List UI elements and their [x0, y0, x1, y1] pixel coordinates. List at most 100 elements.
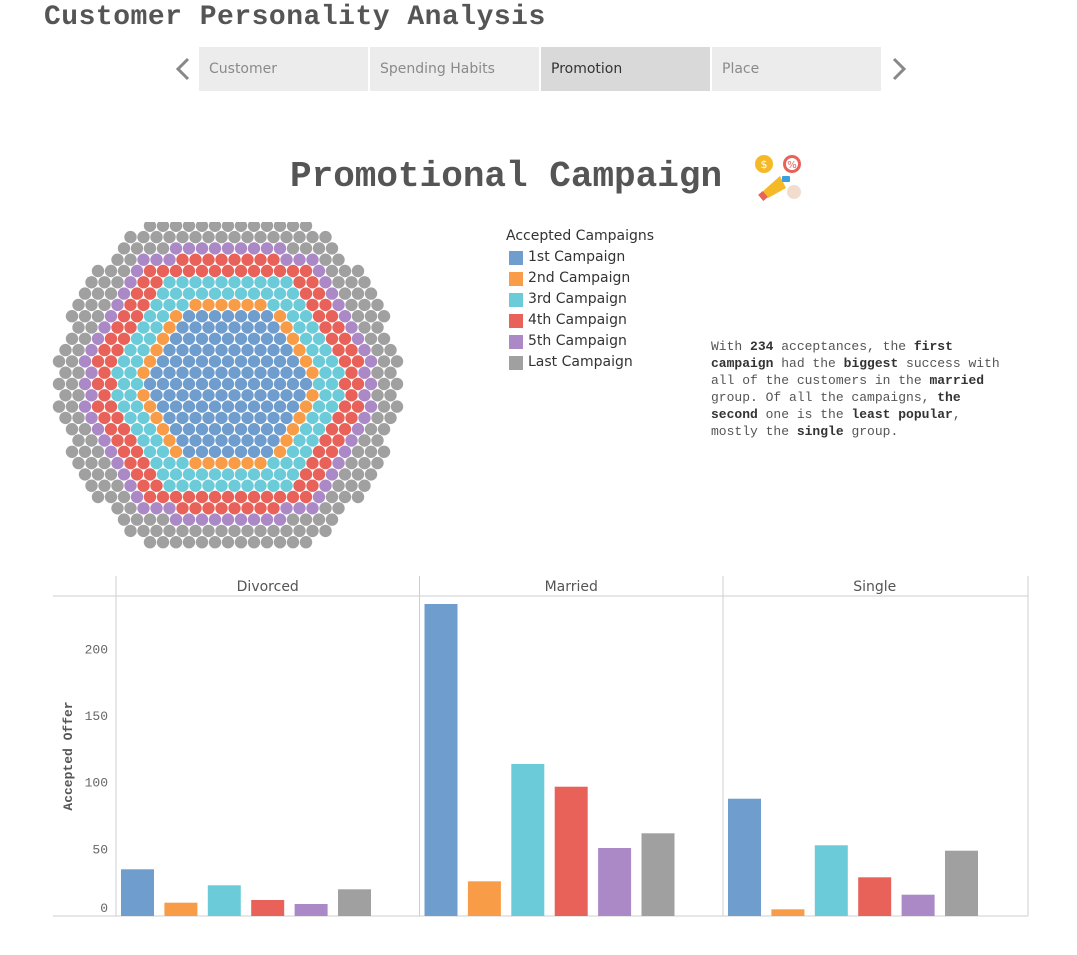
waffle-dot	[306, 434, 319, 447]
waffle-dot	[234, 222, 248, 232]
waffle-dot	[137, 502, 150, 515]
bar-married-3[interactable]	[511, 764, 545, 916]
insight-fragment: group.	[843, 424, 899, 439]
bar-married-4[interactable]	[554, 786, 588, 916]
bar-divorced-4[interactable]	[251, 900, 285, 916]
waffle-dot	[78, 445, 92, 458]
waffle-dot	[267, 343, 280, 357]
bar-divorced-5[interactable]	[294, 904, 328, 916]
legend-item-1st-campaign[interactable]: 1st Campaign	[506, 248, 654, 269]
bar-married-2[interactable]	[467, 881, 501, 916]
waffle-dot	[338, 355, 352, 368]
waffle-dot	[150, 524, 163, 538]
bar-single-5[interactable]	[901, 894, 935, 916]
waffle-dot	[221, 400, 235, 413]
waffle-dot	[182, 377, 196, 391]
waffle-dot	[299, 355, 313, 368]
waffle-dot	[208, 355, 222, 368]
waffle-dot	[247, 423, 261, 436]
waffle-dot	[124, 411, 137, 425]
legend-item-3rd-campaign[interactable]: 3rd Campaign	[506, 290, 654, 311]
waffle-dot	[332, 456, 345, 470]
waffle-dot	[137, 411, 150, 425]
waffle-dot	[202, 366, 215, 379]
waffle-dot	[247, 355, 261, 368]
legend-label: 3rd Campaign	[528, 291, 627, 307]
waffle-dot	[260, 287, 274, 300]
waffle-dot	[221, 468, 235, 481]
waffle-dot	[150, 253, 163, 266]
waffle-dot	[156, 242, 170, 255]
waffle-dot	[286, 332, 300, 345]
waffle-dot	[208, 468, 222, 481]
waffle-dot	[124, 456, 137, 470]
waffle-dot	[72, 343, 85, 357]
tab-customer[interactable]: Customer	[199, 47, 368, 91]
bar-single-6[interactable]	[945, 850, 978, 916]
bar-divorced-6[interactable]	[338, 889, 371, 916]
legend-item-last-campaign[interactable]: Last Campaign	[506, 353, 654, 374]
next-arrow-button[interactable]	[884, 47, 912, 91]
bar-married-5[interactable]	[598, 848, 632, 916]
bar-single-3[interactable]	[814, 845, 848, 916]
waffle-dot	[202, 479, 215, 492]
megaphone-promo-icon: $ %	[755, 155, 801, 201]
waffle-dot	[377, 445, 391, 458]
legend-label: 2nd Campaign	[528, 270, 631, 286]
waffle-dot	[293, 298, 306, 312]
waffle-dot	[85, 298, 98, 312]
waffle-dot	[364, 287, 378, 300]
waffle-dot	[267, 524, 280, 538]
waffle-dot	[228, 276, 241, 289]
bar-divorced-1[interactable]	[121, 869, 154, 916]
bar-married-6[interactable]	[641, 833, 675, 916]
waffle-dot	[156, 400, 170, 413]
waffle-dot	[143, 242, 157, 255]
insight-fragment: With	[711, 339, 751, 354]
waffle-dot	[85, 456, 98, 470]
waffle-dot	[247, 513, 261, 526]
waffle-dot	[130, 310, 144, 323]
waffle-dot	[111, 253, 124, 266]
waffle-dot	[202, 456, 215, 470]
waffle-dot	[371, 321, 384, 334]
accepted-offer-bar-chart: 0 50 100 150 200 Accepted Offer Divorced Marrie…	[53, 576, 1029, 917]
waffle-dot	[384, 389, 397, 402]
waffle-dot	[85, 366, 98, 379]
waffle-dot	[195, 468, 209, 481]
waffle-dot	[299, 400, 313, 413]
tab-place[interactable]: Place	[712, 47, 881, 91]
bar-single-4[interactable]	[858, 877, 892, 916]
tab-promotion[interactable]: Promotion	[541, 47, 710, 91]
waffle-dot	[325, 445, 339, 458]
waffle-dot	[273, 468, 287, 481]
waffle-dot	[163, 298, 176, 312]
waffle-dot	[267, 321, 280, 334]
waffle-dot	[182, 513, 196, 526]
waffle-dot	[182, 242, 196, 255]
waffle-dot	[117, 490, 131, 504]
waffle-dot	[234, 400, 248, 413]
bar-single-1[interactable]	[728, 798, 761, 916]
waffle-dot	[104, 332, 118, 345]
legend-item-4th-campaign[interactable]: 4th Campaign	[506, 311, 654, 332]
waffle-dot	[306, 502, 319, 515]
bar-married-1[interactable]	[424, 604, 458, 916]
waffle-dot	[280, 343, 293, 357]
legend-item-2nd-campaign[interactable]: 2nd Campaign	[506, 269, 654, 290]
insight-fragment: , mostly the	[711, 407, 961, 439]
waffle-dot	[306, 479, 319, 492]
waffle-dot	[189, 321, 202, 334]
prev-arrow-button[interactable]	[170, 47, 198, 91]
waffle-dot	[189, 434, 202, 447]
bar-divorced-2[interactable]	[164, 902, 198, 916]
legend-item-5th-campaign[interactable]: 5th Campaign	[506, 332, 654, 353]
bar-single-2[interactable]	[771, 909, 805, 916]
legend-swatch	[509, 272, 523, 286]
tab-spending-habits[interactable]: Spending Habits	[370, 47, 539, 91]
bar-divorced-3[interactable]	[207, 885, 241, 916]
waffle-dot	[202, 253, 215, 266]
waffle-dot	[124, 366, 137, 379]
waffle-dot	[254, 456, 267, 470]
waffle-dot	[358, 366, 371, 379]
